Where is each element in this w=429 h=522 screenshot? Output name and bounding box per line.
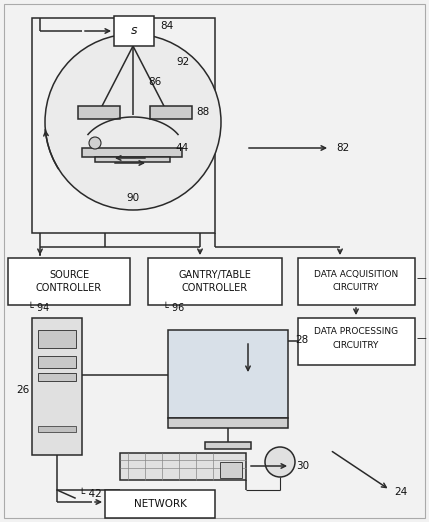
Text: SOURCE: SOURCE — [49, 270, 89, 280]
Text: DATA ACQUISITION: DATA ACQUISITION — [314, 270, 398, 279]
Text: 86: 86 — [148, 77, 161, 87]
Bar — [168, 330, 288, 418]
Bar — [38, 356, 76, 368]
Text: 84: 84 — [160, 21, 173, 31]
Bar — [148, 258, 282, 305]
Bar — [105, 490, 215, 518]
Text: 44: 44 — [175, 143, 188, 153]
Bar — [38, 373, 76, 381]
Circle shape — [45, 34, 221, 210]
Bar — [82, 148, 182, 157]
Bar — [298, 318, 415, 365]
Bar — [95, 157, 170, 162]
Text: └ 96: └ 96 — [163, 303, 184, 313]
Text: 26: 26 — [16, 385, 29, 395]
Text: s: s — [131, 25, 137, 38]
Text: CONTROLLER: CONTROLLER — [182, 283, 248, 293]
Bar — [298, 258, 415, 305]
Text: CIRCUITRY: CIRCUITRY — [333, 340, 379, 350]
Bar — [32, 318, 82, 455]
Bar — [38, 330, 76, 348]
Text: 90: 90 — [127, 193, 139, 203]
Text: 82: 82 — [336, 143, 349, 153]
Bar — [8, 258, 130, 305]
Bar — [120, 453, 246, 480]
Bar — [220, 462, 242, 478]
Text: GANTRY/TABLE: GANTRY/TABLE — [178, 270, 251, 280]
Text: — 100: — 100 — [417, 333, 429, 343]
Circle shape — [89, 137, 101, 149]
Bar — [78, 106, 120, 119]
Text: 28: 28 — [295, 335, 308, 345]
Text: 92: 92 — [176, 57, 189, 67]
Text: 24: 24 — [394, 487, 407, 497]
Bar — [205, 442, 251, 449]
Bar — [150, 106, 192, 119]
Bar — [38, 426, 76, 432]
Bar — [168, 418, 288, 428]
Bar — [32, 18, 215, 233]
Text: CIRCUITRY: CIRCUITRY — [333, 283, 379, 292]
Circle shape — [265, 447, 295, 477]
Bar — [114, 16, 154, 46]
Text: CONTROLLER: CONTROLLER — [36, 283, 102, 293]
Text: DATA PROCESSING: DATA PROCESSING — [314, 327, 398, 337]
Text: — 98: — 98 — [417, 273, 429, 283]
Text: └ 42: └ 42 — [79, 489, 102, 499]
Text: 88: 88 — [196, 107, 209, 117]
Text: └ 94: └ 94 — [28, 303, 49, 313]
Text: NETWORK: NETWORK — [133, 499, 187, 509]
Text: 30: 30 — [296, 461, 309, 471]
